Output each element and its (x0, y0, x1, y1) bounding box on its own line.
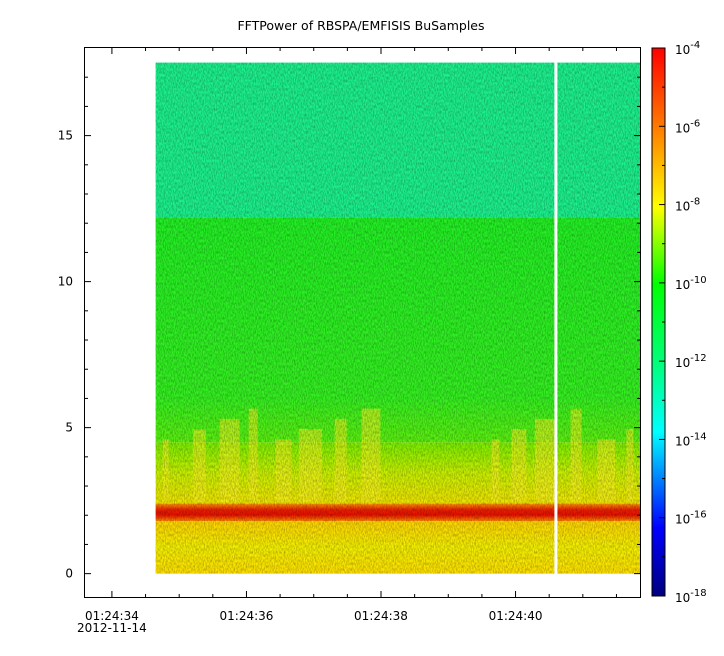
x-tick-label: 01:24:40 (489, 609, 543, 623)
x-tick-label: 01:24:34 (85, 609, 139, 623)
data-gap (554, 61, 558, 575)
colorbar-tick-label: 10-16 (675, 510, 707, 527)
x-tick-label: 01:24:38 (354, 609, 408, 623)
x-axis: 01:24:34 01:24:36 01:24:38 01:24:40 (85, 48, 617, 623)
x-axis-date-label: 2012-11-14 (77, 621, 147, 635)
colorbar-tick-label: 10-12 (675, 353, 707, 370)
colorbar-tick-label: 10-6 (675, 118, 700, 135)
colorbar-tick-label: 10-10 (675, 275, 707, 292)
plot-frame (84, 47, 641, 598)
y-tick-label: 10 (58, 275, 73, 289)
colorbar-tick-label: 10-4 (675, 40, 700, 57)
x-tick-label: 01:24:36 (220, 609, 274, 623)
colorbar-axis: 10-4 10-6 10-8 10-10 10-12 10-14 10-16 10-18 (659, 40, 707, 605)
chart-title: FFTPower of RBSPA/EMFISIS BuSamples (237, 18, 484, 33)
colorbar-tick-label: 10-8 (675, 197, 700, 214)
colorbar-tick-label: 10-18 (675, 588, 707, 605)
spectrogram-noise-texture (155, 62, 641, 574)
y-tick-label: 0 (65, 567, 73, 581)
y-tick-label: 5 (65, 421, 73, 435)
y-tick-label: 15 (58, 129, 73, 143)
plot-area (155, 61, 641, 575)
y-axis: 0 5 10 15 (58, 76, 640, 581)
colorbar-tick-label: 10-14 (675, 431, 707, 448)
